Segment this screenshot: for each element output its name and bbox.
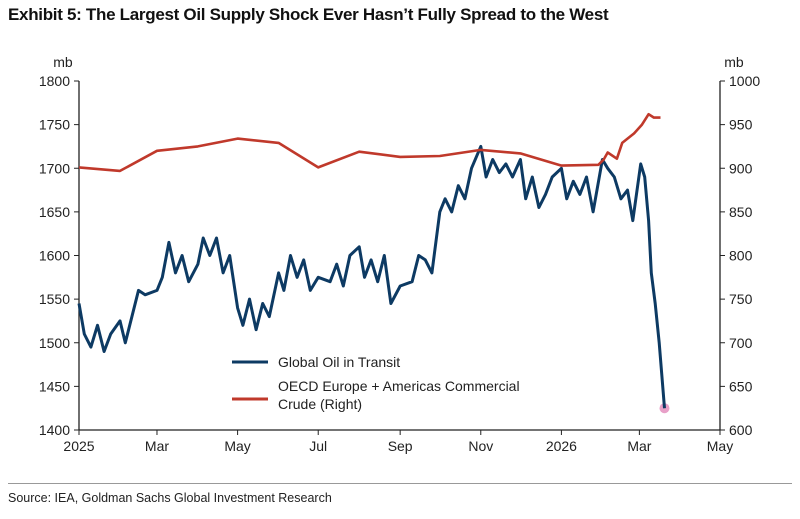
- x-tick-label: May: [707, 438, 733, 454]
- left-tick-label: 1450: [39, 378, 70, 394]
- right-tick-label: 600: [729, 422, 753, 438]
- x-tick-label: May: [224, 438, 250, 454]
- left-tick-label: 1600: [39, 248, 70, 264]
- right-tick-label: 700: [729, 335, 753, 351]
- left-tick-label: 1400: [39, 422, 70, 438]
- left-tick-label: 1750: [39, 117, 70, 133]
- x-tick-label: Mar: [627, 438, 651, 454]
- left-axis-unit: mb: [53, 54, 73, 70]
- chart-title: Exhibit 5: The Largest Oil Supply Shock …: [8, 5, 609, 24]
- source-divider: [8, 483, 792, 484]
- right-tick-label: 1000: [729, 73, 760, 89]
- x-tick-label: Mar: [145, 438, 169, 454]
- x-tick-label: 2026: [546, 438, 577, 454]
- right-tick-label: 650: [729, 378, 753, 394]
- legend-label-oecd-line1: OECD Europe + Americas Commercial: [278, 378, 520, 394]
- left-tick-label: 1700: [39, 160, 70, 176]
- right-tick-label: 750: [729, 291, 753, 307]
- x-tick-label: Nov: [468, 438, 493, 454]
- series-line-global-oil-in-transit: [77, 144, 666, 409]
- legend-label-global-oil: Global Oil in Transit: [278, 354, 400, 370]
- x-tick-label: Sep: [388, 438, 413, 454]
- right-tick-label: 850: [729, 204, 753, 220]
- right-tick-label: 950: [729, 117, 753, 133]
- left-tick-label: 1650: [39, 204, 70, 220]
- right-axis-unit: mb: [724, 54, 744, 70]
- left-tick-label: 1500: [39, 335, 70, 351]
- x-tick-label: 2025: [63, 438, 94, 454]
- legend-label-oecd-line2: Crude (Right): [278, 396, 362, 412]
- source-note: Source: IEA, Goldman Sachs Global Invest…: [8, 491, 332, 505]
- series-line-oecd-commercial-crude: [78, 112, 661, 173]
- right-tick-label: 900: [729, 160, 753, 176]
- x-tick-label: Jul: [309, 438, 327, 454]
- right-tick-label: 800: [729, 248, 753, 264]
- left-tick-label: 1550: [39, 291, 70, 307]
- left-tick-label: 1800: [39, 73, 70, 89]
